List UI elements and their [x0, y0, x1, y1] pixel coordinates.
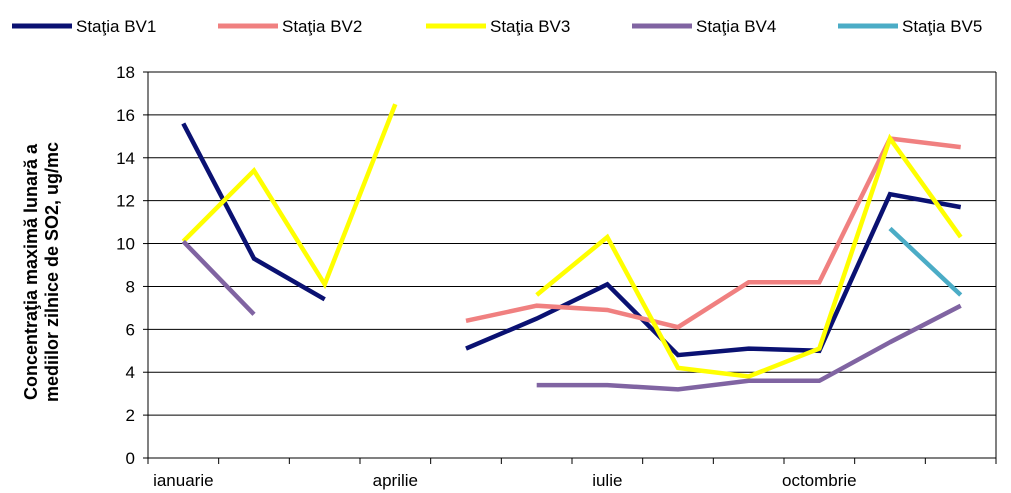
y-axis-label-line-2: mediilor zilnice de SO2, ug/mc: [42, 142, 62, 402]
y-tick-label-10: 10: [116, 235, 135, 254]
series-3: [181, 103, 963, 379]
x-tick-label-iulie: iulie: [592, 471, 622, 490]
series-line-1-segment-1: [181, 122, 326, 302]
y-axis-label-line-1: Concentraţia maximă lunară a: [21, 143, 41, 400]
y-tick-label-2: 2: [126, 406, 135, 425]
legend-label-4: Staţia BV4: [696, 17, 776, 36]
legend-item-1: Staţia BV1: [12, 17, 156, 36]
legend-item-2: Staţia BV2: [218, 17, 362, 36]
y-tick-label-16: 16: [116, 106, 135, 125]
series-line-4-segment-1: [181, 239, 256, 316]
series-line-2-segment-1: [465, 136, 961, 330]
series-1: [181, 122, 962, 358]
series-line-4-segment-2: [536, 303, 962, 392]
series-line-3-segment-2: [535, 133, 963, 379]
x-tick-label-ianuarie: ianuarie: [153, 471, 214, 490]
series-lines: [181, 103, 963, 392]
y-tick-label-18: 18: [116, 63, 135, 82]
legend-label-5: Staţia BV5: [902, 17, 982, 36]
legend-label-2: Staţia BV2: [282, 17, 362, 36]
legend-item-4: Staţia BV4: [632, 17, 776, 36]
series-line-1-segment-2: [465, 191, 962, 358]
y-tick-label-4: 4: [126, 363, 135, 382]
x-tick-label-aprilie: aprilie: [373, 471, 418, 490]
series-line-3-segment-1: [181, 103, 398, 290]
y-ticks: 0 2 4 6 8 10 12 14 16 18: [116, 63, 148, 468]
series-2: [465, 136, 961, 330]
legend-label-1: Staţia BV1: [76, 17, 156, 36]
series-5: [888, 226, 963, 297]
x-tick-label-octombrie: octombrie: [782, 471, 857, 490]
y-tick-label-14: 14: [116, 149, 135, 168]
legend-label-3: Staţia BV3: [490, 17, 570, 36]
series-line-5-segment-1: [888, 226, 963, 297]
legend-item-3: Staţia BV3: [426, 17, 570, 36]
y-tick-label-6: 6: [126, 320, 135, 339]
y-tick-label-0: 0: [126, 449, 135, 468]
series-4: [181, 239, 962, 392]
y-axis-label: Concentraţia maximă lunară a mediilor zi…: [21, 142, 62, 402]
legend-item-5: Staţia BV5: [838, 17, 982, 36]
legend: Staţia BV1 Staţia BV2 Staţia BV3 Staţia BV4…: [12, 17, 982, 36]
y-tick-label-12: 12: [116, 192, 135, 211]
y-tick-label-8: 8: [126, 277, 135, 296]
x-ticks: ianuarie aprilie iulie octombrie: [147, 458, 997, 490]
